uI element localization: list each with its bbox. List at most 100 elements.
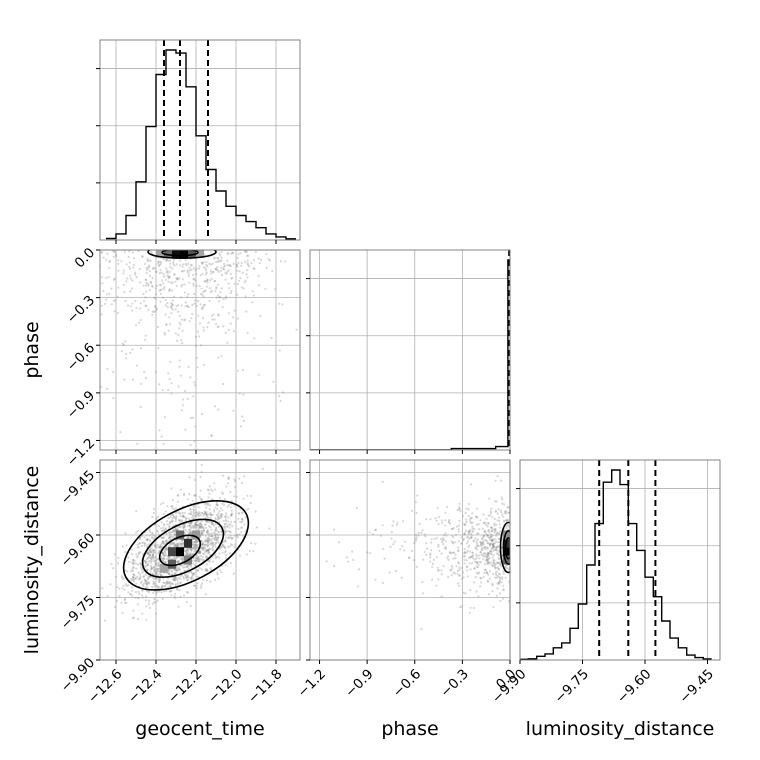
sample-point xyxy=(211,548,214,552)
sample-point xyxy=(213,543,217,546)
sample-point xyxy=(451,567,454,570)
sample-point xyxy=(215,538,218,541)
sample-point xyxy=(145,266,148,269)
sample-point xyxy=(213,405,216,408)
sample-point xyxy=(166,269,169,272)
sample-point xyxy=(210,539,213,542)
sample-point xyxy=(96,567,98,569)
sample-point xyxy=(160,288,163,291)
sample-point xyxy=(502,572,505,575)
sample-point xyxy=(199,497,202,500)
sample-point xyxy=(227,328,230,331)
contour-line xyxy=(504,537,510,560)
sample-point xyxy=(189,521,192,524)
sample-point xyxy=(145,290,148,293)
sample-point xyxy=(499,509,502,512)
sample-point xyxy=(189,510,192,514)
sample-point xyxy=(482,543,485,546)
sample-point xyxy=(187,305,190,308)
sample-point xyxy=(151,515,154,518)
sample-point xyxy=(203,512,206,515)
x-axis-label: phase xyxy=(381,718,438,740)
sample-point xyxy=(131,594,134,598)
sample-point xyxy=(148,534,151,537)
sample-point xyxy=(233,282,236,285)
sample-point xyxy=(207,551,211,554)
sample-point xyxy=(173,578,177,582)
sample-point xyxy=(174,584,177,587)
sample-point xyxy=(130,287,133,290)
sample-point xyxy=(245,508,248,511)
sample-point xyxy=(194,493,197,497)
sample-point xyxy=(152,534,155,537)
sample-point xyxy=(157,260,160,263)
sample-point xyxy=(502,584,505,587)
sample-point xyxy=(146,257,149,260)
sample-point xyxy=(228,263,231,266)
sample-point xyxy=(138,268,141,271)
sample-point xyxy=(204,549,207,552)
sample-point xyxy=(201,262,204,265)
sample-point xyxy=(120,260,123,263)
sample-point xyxy=(137,590,140,593)
sample-point xyxy=(199,344,203,347)
sample-point xyxy=(463,558,466,562)
sample-point xyxy=(110,303,113,306)
sample-point xyxy=(240,531,243,534)
sample-point xyxy=(440,573,443,576)
sample-point xyxy=(148,274,152,277)
sample-point xyxy=(158,283,161,287)
sample-point xyxy=(225,514,228,517)
sample-point xyxy=(159,527,163,530)
sample-point xyxy=(181,544,184,547)
sample-point xyxy=(130,579,133,582)
sample-point xyxy=(149,575,152,578)
sample-point xyxy=(162,581,165,584)
sample-point xyxy=(450,564,453,568)
sample-point xyxy=(157,525,160,528)
sample-point xyxy=(140,382,143,385)
sample-point xyxy=(203,511,206,514)
histogram-phase xyxy=(310,250,510,450)
sample-point xyxy=(372,533,375,536)
sample-point xyxy=(150,556,153,559)
sample-point xyxy=(466,575,469,578)
sample-point xyxy=(186,458,188,460)
sample-point xyxy=(465,507,468,510)
sample-point xyxy=(491,540,494,543)
sample-point xyxy=(458,508,461,511)
sample-point xyxy=(199,522,202,526)
sample-point xyxy=(174,597,177,600)
sample-point xyxy=(120,350,123,353)
sample-point xyxy=(207,516,210,519)
sample-point xyxy=(195,570,198,573)
sample-point xyxy=(165,532,168,535)
sample-point xyxy=(491,539,494,543)
sample-point xyxy=(207,513,210,516)
sample-point xyxy=(211,537,214,541)
sample-point xyxy=(202,513,206,516)
sample-point xyxy=(207,549,210,553)
sample-point xyxy=(174,507,178,510)
sample-point xyxy=(168,525,171,528)
sample-point xyxy=(332,528,336,531)
sample-point xyxy=(389,545,392,549)
sample-point xyxy=(179,525,182,528)
sample-point xyxy=(174,332,177,335)
sample-point xyxy=(207,543,210,546)
sample-point xyxy=(139,581,143,585)
sample-point xyxy=(122,584,125,587)
sample-point xyxy=(504,576,507,579)
sample-point xyxy=(133,580,136,583)
sample-point xyxy=(118,594,121,598)
sample-point xyxy=(203,540,206,543)
sample-point xyxy=(197,314,200,317)
sample-point xyxy=(147,284,150,287)
sample-point xyxy=(206,552,209,555)
sample-point xyxy=(187,529,191,532)
sample-point xyxy=(149,281,153,285)
sample-point xyxy=(187,293,190,296)
sample-point xyxy=(505,519,508,522)
sample-point xyxy=(183,573,187,577)
sample-point xyxy=(214,532,217,535)
